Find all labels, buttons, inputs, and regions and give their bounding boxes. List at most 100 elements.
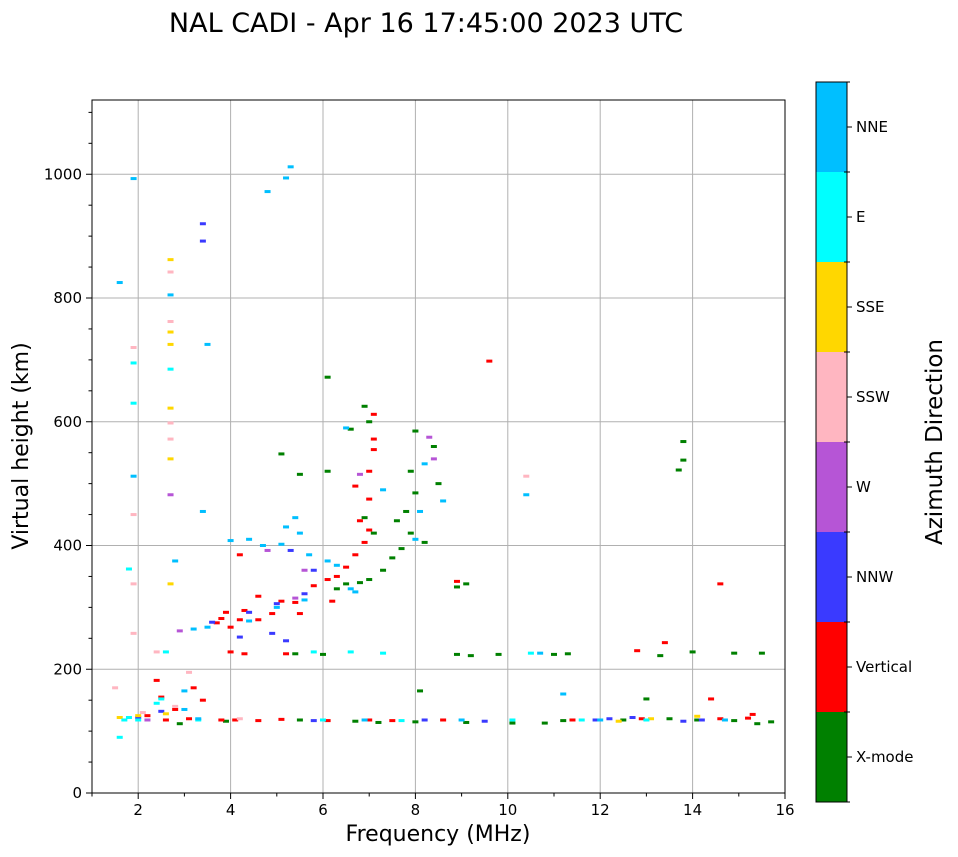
data-point bbox=[112, 686, 119, 690]
data-point bbox=[324, 375, 331, 379]
data-point bbox=[130, 361, 137, 365]
data-point bbox=[366, 497, 373, 501]
data-point bbox=[421, 718, 428, 722]
data-point bbox=[343, 565, 350, 569]
y-tick-label: 1000 bbox=[44, 165, 82, 183]
data-point bbox=[380, 488, 387, 492]
data-point bbox=[551, 652, 557, 656]
colorbar-label: SSE bbox=[856, 298, 885, 316]
data-point bbox=[768, 720, 775, 724]
data-point bbox=[380, 651, 387, 655]
data-point bbox=[324, 469, 331, 473]
data-point bbox=[689, 650, 696, 654]
data-point bbox=[398, 719, 405, 723]
data-point bbox=[181, 707, 188, 711]
data-point bbox=[167, 367, 174, 371]
data-point bbox=[144, 718, 151, 722]
data-point bbox=[246, 619, 253, 623]
y-tick-label: 600 bbox=[53, 413, 82, 431]
data-point bbox=[463, 720, 470, 724]
data-point bbox=[324, 578, 331, 582]
colorbar-title: Azimuth Direction bbox=[922, 339, 948, 545]
data-point bbox=[375, 720, 382, 724]
data-point bbox=[527, 651, 534, 655]
data-point bbox=[306, 553, 313, 557]
x-tick-label: 4 bbox=[226, 801, 236, 819]
data-point bbox=[167, 270, 174, 274]
data-point bbox=[717, 717, 724, 721]
colorbar-segment bbox=[816, 442, 847, 532]
x-tick-label: 6 bbox=[318, 801, 328, 819]
data-point bbox=[153, 678, 160, 682]
data-point bbox=[236, 618, 243, 622]
plot-frame bbox=[91, 99, 786, 794]
data-point bbox=[209, 620, 216, 624]
data-point bbox=[213, 621, 220, 625]
colorbar-segment bbox=[816, 712, 847, 802]
data-point bbox=[236, 635, 243, 639]
x-tick-label: 8 bbox=[411, 801, 421, 819]
data-point bbox=[407, 531, 414, 535]
data-point bbox=[273, 605, 280, 609]
data-point bbox=[680, 719, 687, 723]
data-point bbox=[172, 559, 179, 563]
data-point bbox=[301, 592, 308, 596]
data-point bbox=[324, 559, 331, 563]
data-point bbox=[352, 484, 359, 488]
data-point bbox=[167, 582, 174, 586]
data-point bbox=[453, 585, 460, 589]
data-point bbox=[731, 651, 738, 655]
colorbar-segment bbox=[816, 352, 847, 442]
data-point bbox=[366, 718, 373, 722]
data-point bbox=[440, 718, 447, 722]
data-point bbox=[255, 719, 262, 723]
data-point bbox=[135, 718, 142, 722]
data-point bbox=[292, 652, 299, 656]
data-point bbox=[227, 539, 234, 543]
data-point bbox=[204, 625, 211, 629]
data-point bbox=[366, 578, 373, 582]
data-point bbox=[560, 719, 567, 723]
data-point bbox=[430, 457, 437, 461]
y-tick-label: 800 bbox=[53, 289, 82, 307]
data-point bbox=[264, 190, 271, 194]
data-point bbox=[130, 582, 137, 586]
data-point bbox=[167, 330, 174, 334]
y-tick-label: 400 bbox=[53, 537, 82, 555]
colorbar-label: Vertical bbox=[856, 658, 912, 676]
data-point bbox=[125, 716, 132, 720]
data-point bbox=[116, 281, 123, 285]
data-point bbox=[283, 176, 290, 180]
data-point bbox=[366, 420, 373, 424]
data-point bbox=[458, 718, 465, 722]
data-point bbox=[324, 719, 331, 723]
data-point bbox=[167, 293, 174, 297]
y-tick-label: 0 bbox=[72, 784, 82, 802]
colorbar-segment bbox=[816, 172, 847, 262]
data-point bbox=[195, 717, 202, 721]
data-point bbox=[356, 519, 363, 523]
data-point bbox=[657, 654, 664, 658]
data-point bbox=[509, 721, 516, 725]
data-point bbox=[560, 692, 567, 696]
data-point bbox=[158, 709, 165, 713]
data-point bbox=[352, 553, 359, 557]
data-point bbox=[227, 650, 234, 654]
data-point bbox=[380, 568, 387, 572]
data-point bbox=[218, 718, 225, 722]
data-point bbox=[356, 472, 363, 476]
data-point bbox=[292, 600, 299, 604]
data-point bbox=[361, 540, 368, 544]
colorbar-label: NNW bbox=[856, 568, 893, 586]
data-point bbox=[698, 718, 705, 722]
x-tick-label: 16 bbox=[775, 801, 794, 819]
data-point bbox=[310, 650, 317, 654]
data-point bbox=[158, 695, 165, 699]
x-tick-label: 12 bbox=[591, 801, 610, 819]
data-point bbox=[162, 650, 169, 654]
data-point bbox=[361, 404, 368, 408]
data-point bbox=[301, 568, 308, 572]
data-point bbox=[393, 519, 400, 523]
data-point bbox=[426, 435, 433, 439]
data-point bbox=[453, 652, 460, 656]
